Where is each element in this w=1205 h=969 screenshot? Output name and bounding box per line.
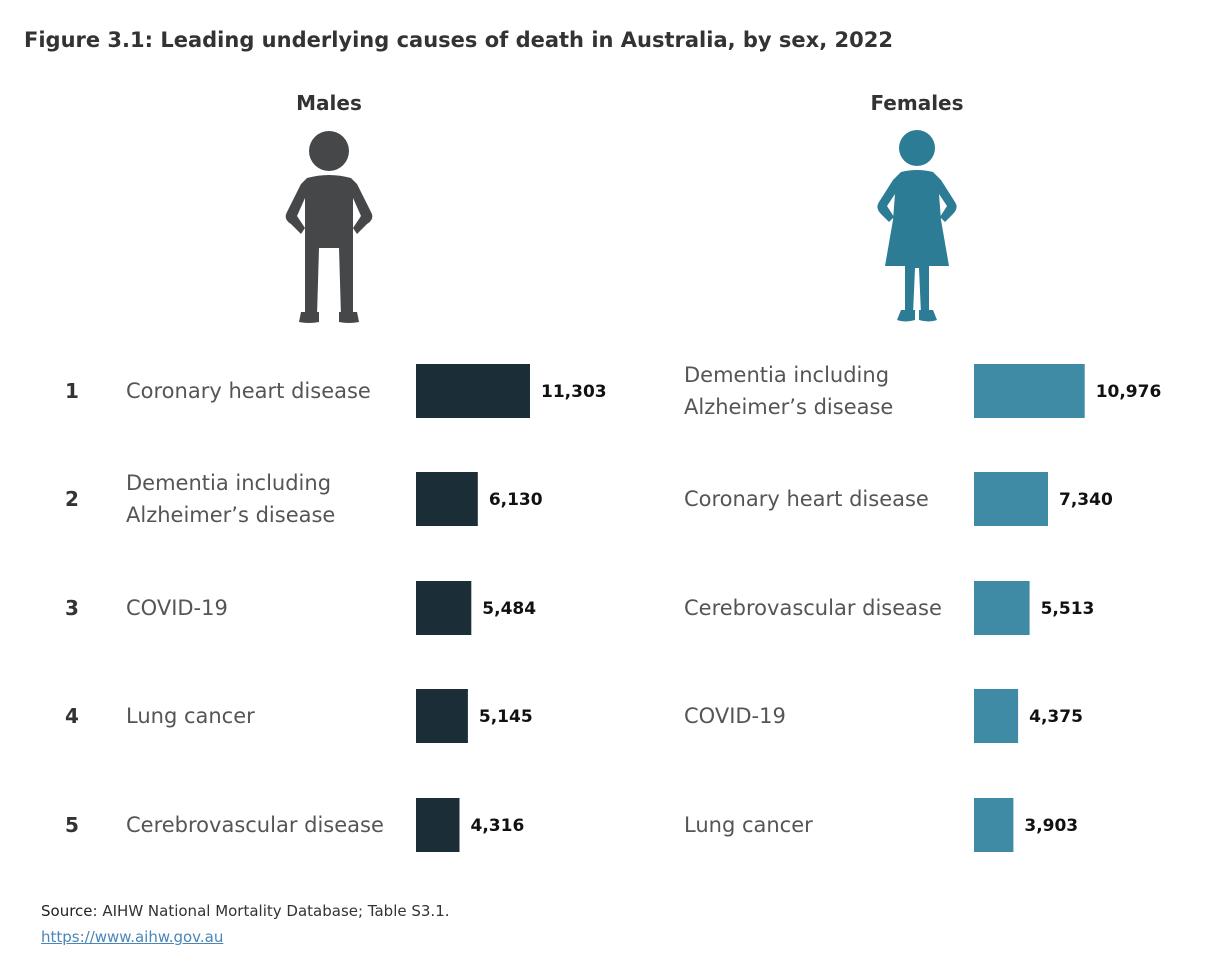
male-value-label: 5,145 [479,707,533,727]
male-category-label: COVID-19 [126,596,228,620]
female-value-label: 7,340 [1059,490,1113,510]
source-label: Source [41,902,93,920]
female-bar [974,689,1019,743]
female-figure-icon [877,130,957,322]
males-heading: Males [296,91,362,115]
female-category-label: Dementia including [684,363,889,387]
female-bar [974,798,1014,852]
source-link[interactable]: https://www.aihw.gov.au [41,928,224,946]
source-note: Source: AIHW National Mortality Database… [41,902,450,920]
female-value-label: 5,513 [1041,599,1095,619]
female-category-label: COVID-19 [684,704,786,728]
female-category-label: Alzheimer’s disease [684,395,893,419]
male-bar [416,689,468,743]
female-value-label: 3,903 [1024,816,1078,836]
male-value-label: 11,303 [541,382,607,402]
male-figure-icon [285,131,373,323]
male-value-label: 4,316 [471,816,525,836]
source-text: : AIHW National Mortality Database; Tabl… [92,902,450,920]
female-category-label: Coronary heart disease [684,487,929,511]
male-rank-label: 5 [65,813,79,837]
female-value-label: 10,976 [1096,382,1162,402]
female-bar [974,472,1048,526]
females-heading: Females [870,91,964,115]
female-bar [974,581,1030,635]
male-rank-label: 1 [65,379,79,403]
female-category-label: Lung cancer [684,813,813,837]
female-bar [974,364,1085,418]
male-category-label: Dementia including [126,471,331,495]
male-bar [416,581,472,635]
figure-title: Figure 3.1: Leading underlying causes of… [24,28,893,52]
male-value-label: 5,484 [482,599,536,619]
male-category-label: Alzheimer’s disease [126,503,335,527]
male-bar [416,472,478,526]
male-rank-label: 4 [65,704,79,728]
male-value-label: 6,130 [489,490,543,510]
male-bar [416,798,460,852]
male-bar [416,364,530,418]
male-category-label: Coronary heart disease [126,379,371,403]
male-rank-label: 3 [65,596,79,620]
female-category-label: Cerebrovascular disease [684,596,942,620]
male-rank-label: 2 [65,487,79,511]
male-category-label: Lung cancer [126,704,255,728]
female-value-label: 4,375 [1029,707,1083,727]
male-category-label: Cerebrovascular disease [126,813,384,837]
